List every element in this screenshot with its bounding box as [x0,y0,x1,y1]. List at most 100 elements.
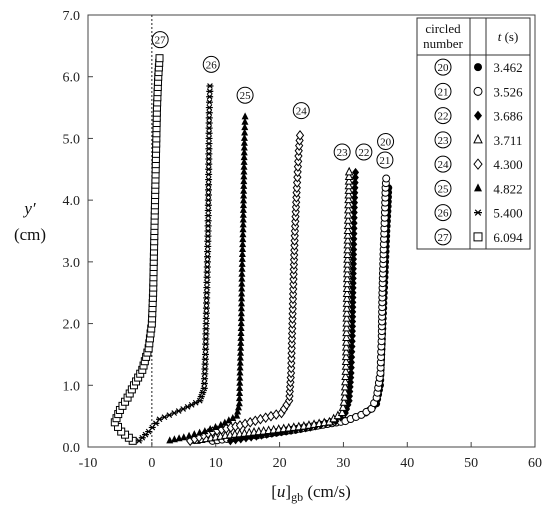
series-23 [192,166,354,444]
ylabel-unit: (cm) [14,225,46,244]
series-label: 20 [380,137,392,149]
data-point [237,333,245,341]
data-point [474,183,482,192]
data-point [237,324,245,332]
y-tick-label: 1.0 [63,379,81,394]
data-point [237,338,245,346]
data-point [341,341,351,351]
data-point [343,254,352,263]
series-label: 25 [240,90,252,102]
data-point [341,371,350,381]
series-27 [110,54,164,445]
series-label-circle [292,102,310,120]
data-point [238,254,246,262]
data-point [343,234,353,244]
data-point [343,249,352,258]
data-point [348,336,356,346]
data-point [240,138,248,146]
data-point [205,125,213,132]
data-point [474,110,482,121]
legend-number: 26 [438,208,450,220]
data-point [239,210,247,218]
data-point [341,356,351,365]
data-point [239,245,247,253]
data-point [155,54,164,63]
data-point [342,332,351,341]
data-point [473,232,483,242]
data-point [203,269,211,276]
data-point [350,245,358,255]
data-point [348,341,356,351]
data-point [203,300,211,306]
series-label-circle [151,31,169,49]
data-point [340,386,350,396]
data-point [338,402,348,411]
data-point [238,259,246,267]
data-point [234,407,242,415]
data-point [196,428,204,436]
data-point [349,278,357,288]
data-point [203,289,211,296]
data-point [199,389,207,396]
data-point [205,135,213,142]
data-point [196,397,204,404]
data-point [350,218,358,228]
data-point [240,167,248,175]
data-point [240,148,248,156]
data-point [203,294,211,301]
data-point [342,298,352,307]
data-point [241,112,249,120]
data-point [473,133,483,144]
data-point [203,274,211,281]
data-point [204,233,212,240]
data-point [350,207,358,217]
data-point [343,263,352,273]
data-point [236,378,244,386]
data-point [349,307,357,317]
legend-number-circle [434,58,452,76]
series-label: 23 [337,147,349,159]
x-tick-label: 20 [273,456,287,471]
data-point [351,193,359,203]
legend-number-circle [434,204,452,222]
data-point [204,186,212,193]
legend-time: 4.822 [493,181,522,196]
y-tick-label: 3.0 [63,256,81,271]
data-point [350,239,358,249]
y-tick-label: 7.0 [63,9,81,24]
data-point [201,356,209,363]
data-point [204,238,212,245]
data-point [350,203,358,213]
data-point [350,213,358,223]
data-point [239,240,247,248]
data-point [205,120,213,126]
data-point [241,123,249,131]
data-point [350,229,358,239]
data-point [205,181,213,188]
data-point [239,220,247,228]
legend-number-circle [434,228,452,246]
data-point [342,308,352,317]
data-point [203,258,211,265]
data-point [342,273,352,283]
data-point [237,328,245,336]
data-point [201,351,209,358]
data-point [202,305,210,312]
data-point [344,194,353,204]
y-tick-label: 6.0 [63,71,81,86]
x-tick-label: 50 [464,456,478,471]
data-point [350,249,358,259]
data-point [350,234,358,244]
data-point [237,343,245,351]
data-point [382,174,391,183]
data-point [240,157,248,165]
data-point [238,289,246,297]
data-point [348,331,356,341]
data-point [205,99,213,106]
x-tick-label: 10 [209,456,223,471]
data-point [240,172,248,180]
legend-number: 24 [438,159,450,171]
data-point [349,273,357,283]
series-label-circle [377,133,395,151]
data-point [344,189,353,199]
